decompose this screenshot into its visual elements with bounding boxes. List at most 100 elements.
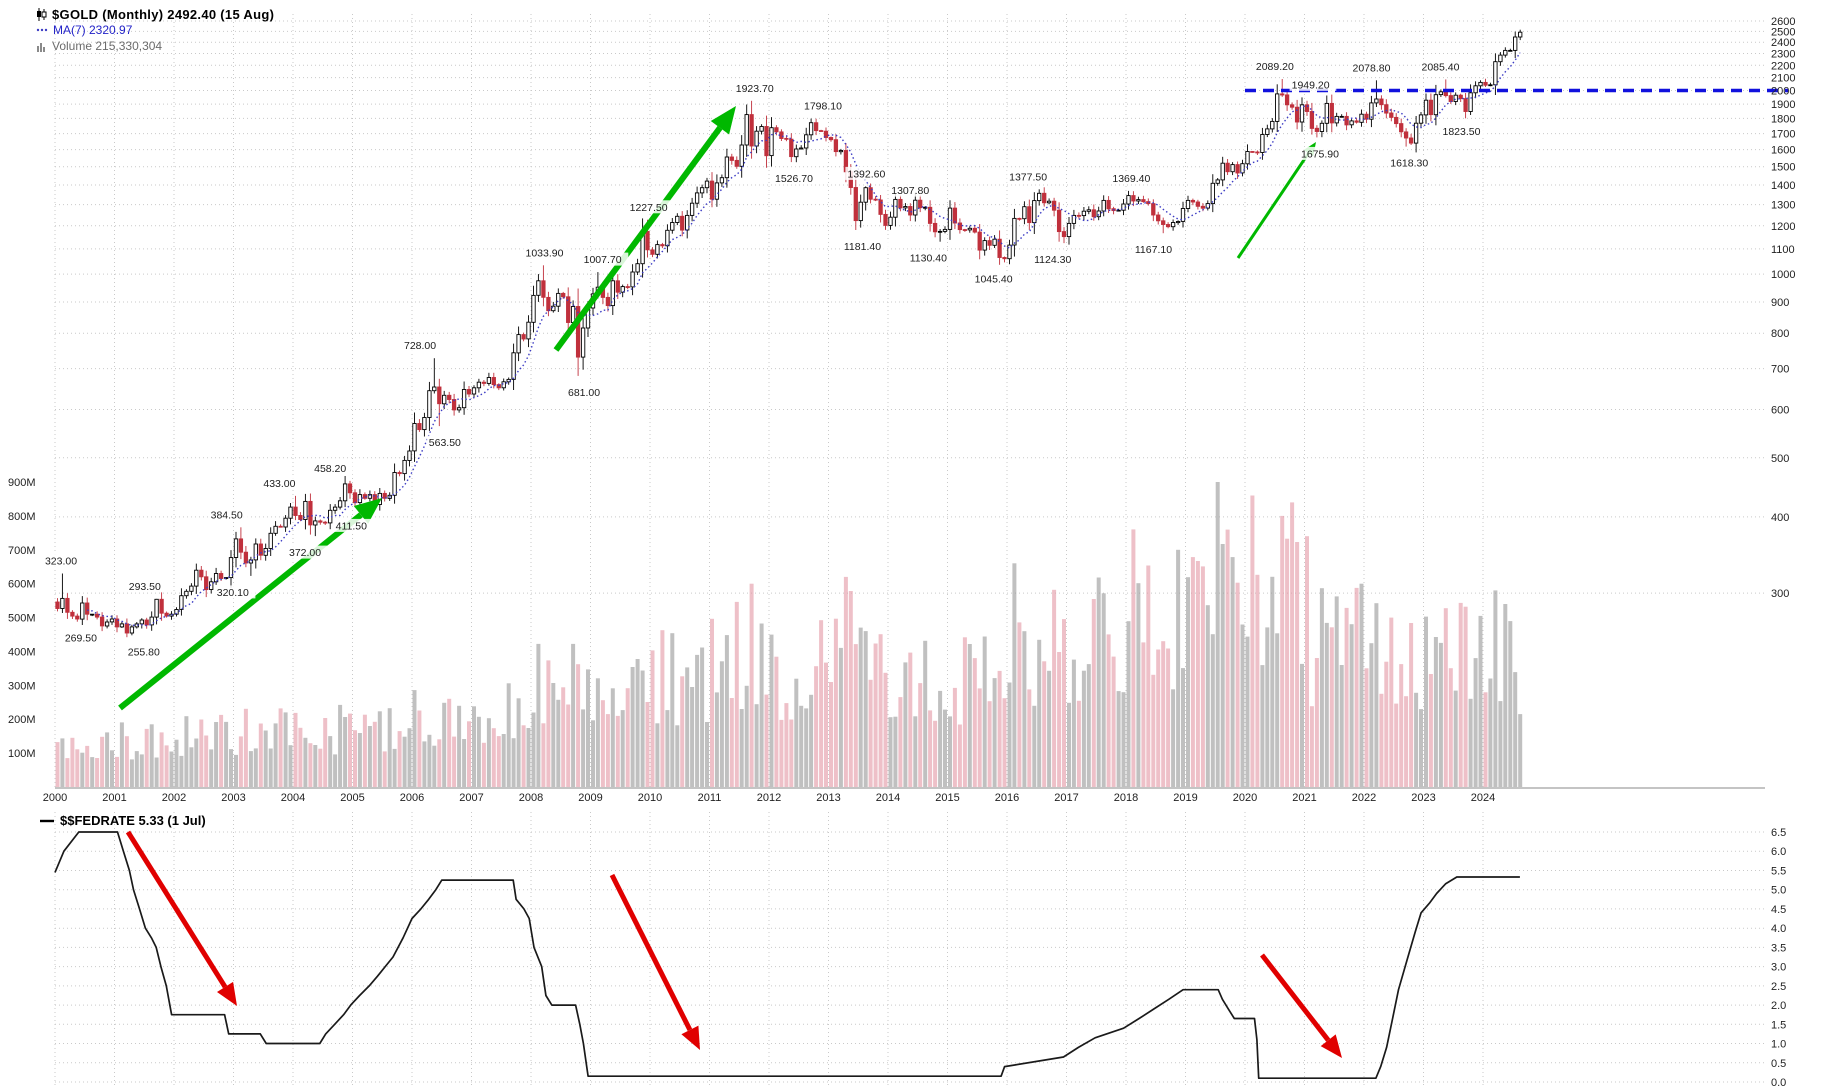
volume-axis-label: 300M [8,680,36,692]
price-annotation: 433.00 [263,478,295,490]
ma-row: MA(7) 2320.97 [36,22,274,38]
year-axis-label: 2005 [340,792,364,804]
price-axis-label: 1200 [1771,221,1795,233]
year-axis-label: 2015 [935,792,959,804]
volume-axis-label: 900M [8,477,36,489]
fedrate-axis-label: 4.0 [1771,923,1786,935]
year-axis-label: 2010 [638,792,662,804]
price-annotation: 1130.40 [910,253,947,265]
price-annotation: 681.00 [568,387,600,399]
price-axis-label: 2400 [1771,37,1795,49]
price-annotation: 1307.80 [891,185,929,197]
price-annotation: 1369.40 [1112,173,1150,185]
price-axis-label: 2600 [1771,16,1795,28]
price-annotation: 1227.50 [630,202,668,214]
volume-axis-label: 500M [8,613,36,625]
price-annotation: 372.00 [289,547,321,559]
year-axis-label: 2007 [459,792,483,804]
fedrate-axis-label: 2.0 [1771,1000,1786,1012]
price-annotation: 1823.50 [1443,126,1481,138]
price-axis-label: 1500 [1771,162,1795,174]
fedrate-axis-label: 0.0 [1771,1077,1786,1089]
fedrate-axis-label: 6.0 [1771,846,1786,858]
volume-row: Volume 215,330,304 [36,38,274,54]
price-axis-label: 2500 [1771,26,1795,38]
volume-axis-label: 100M [8,748,36,760]
price-axis-label: 700 [1771,364,1789,376]
price-annotation: 255.80 [128,646,160,658]
fedrate-legend: $$FEDRATE 5.33 (1 Jul) [40,813,206,828]
price-annotation: 1181.40 [844,241,881,253]
price-annotation: 1167.10 [1135,244,1172,256]
year-axis-label: 2023 [1411,792,1435,804]
price-axis-label: 2300 [1771,48,1795,60]
year-axis-label: 2006 [400,792,424,804]
price-axis-label: 400 [1771,512,1789,524]
rate-cut-arrow [1260,953,1342,1058]
grid-lines [54,14,1765,1088]
price-annotation: 1949.20 [1292,79,1330,91]
price-annotation: 1007.70 [584,254,622,266]
ma-label: MA(7) 2320.97 [53,23,133,37]
year-axis-label: 2013 [816,792,840,804]
price-axis-label: 1600 [1771,145,1795,157]
fedrate-axis-label: 3.5 [1771,942,1786,954]
price-annotation: 1392.60 [847,168,885,180]
price-axis-label: 600 [1771,404,1789,416]
year-axis-label: 2003 [221,792,245,804]
year-axis-label: 2017 [1054,792,1078,804]
volume-axis-label: 600M [8,579,36,591]
volume-axis-label: 200M [8,714,36,726]
axis-labels: 2600250024002300220021002000190018001700… [8,16,1795,1089]
year-axis-label: 2024 [1471,792,1495,804]
price-axis-label: 1700 [1771,129,1795,141]
trend-arrow-up [553,106,736,352]
year-axis-label: 2014 [876,792,900,804]
candlestick-icon [36,7,47,21]
price-annotation: 269.50 [65,632,97,644]
fedrate-axis-label: 2.5 [1771,981,1786,993]
year-axis-label: 2012 [757,792,781,804]
year-axis-label: 2019 [1173,792,1197,804]
price-axis-label: 2000 [1771,86,1795,98]
fedrate-axis-label: 6.5 [1771,827,1786,839]
price-annotation: 1033.90 [525,247,563,259]
volume-axis-label: 800M [8,511,36,523]
price-axis-label: 800 [1771,328,1789,340]
price-axis-label: 2100 [1771,73,1795,85]
price-annotation: 411.50 [336,520,367,532]
year-axis-label: 2008 [519,792,543,804]
price-chart-legend: $GOLD (Monthly) 2492.40 (15 Aug) MA(7) 2… [36,6,274,54]
price-axis-label: 900 [1771,297,1789,309]
price-annotations: 323.00 269.50 255.80 293.50 320.10 384.50 433.… [42,59,1488,658]
price-axis-label: 500 [1771,453,1789,465]
year-axis-label: 2022 [1352,792,1376,804]
fedrate-axis-label: 1.5 [1771,1019,1786,1031]
price-annotation: 2089.20 [1256,61,1294,73]
fedrate-line [54,831,1520,1080]
volume-label: Volume 215,330,304 [52,39,163,53]
price-annotation: 1124.30 [1034,254,1071,266]
fedrate-axis-label: 5.5 [1771,865,1786,877]
price-axis-label: 1900 [1771,99,1795,111]
price-annotation: 728.00 [404,340,436,352]
symbol-row: $GOLD (Monthly) 2492.40 (15 Aug) [36,6,274,22]
price-annotation: 293.50 [129,581,161,593]
price-axis-label: 1300 [1771,200,1795,212]
year-axis-label: 2002 [162,792,186,804]
price-annotation: 1377.50 [1009,171,1047,183]
ma-dotted-icon [36,27,48,33]
price-annotation: 2085.40 [1422,61,1460,73]
year-axis-label: 2009 [578,792,602,804]
fedrate-label: $$FEDRATE 5.33 (1 Jul) [60,813,206,828]
price-annotation: 384.50 [211,509,243,521]
price-annotation: 458.20 [314,463,346,475]
price-axis-label: 300 [1771,588,1789,600]
price-axis-label: 1400 [1771,180,1795,192]
fedrate-axis-label: 3.0 [1771,962,1786,974]
price-axis-label: 2200 [1771,60,1795,72]
fedrate-axis-label: 4.5 [1771,904,1786,916]
fedrate-axis-label: 0.5 [1771,1058,1786,1070]
